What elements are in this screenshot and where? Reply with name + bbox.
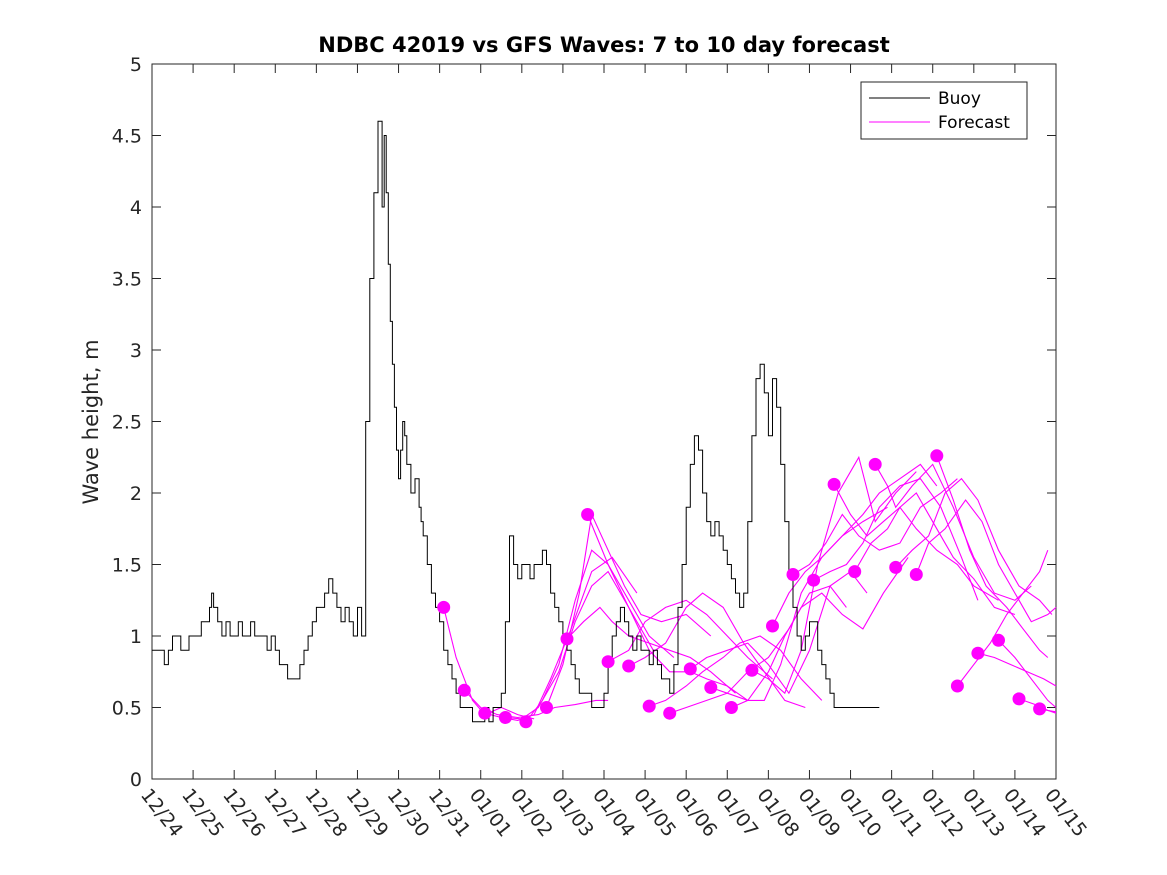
forecast-line-28: [998, 639, 1057, 708]
forecast-line-4: [505, 570, 654, 720]
x-tick-label: 01/13: [958, 785, 1009, 842]
chart-title: NDBC 42019 vs GFS Waves: 7 to 10 day for…: [318, 33, 889, 57]
x-tick-label: 01/02: [506, 785, 557, 842]
forecast-marker-27: [971, 646, 985, 660]
x-tick-label: 01/05: [629, 785, 680, 842]
y-axis-label: Wave height, m: [79, 339, 103, 504]
forecast-line-20: [833, 484, 999, 601]
forecast-line-9: [607, 599, 773, 680]
x-tick-label: 12/29: [342, 785, 393, 842]
x-tick-label: 01/01: [465, 785, 516, 842]
forecast-marker-6: [540, 701, 553, 714]
y-axis: 0 0.5 1 1.5 2 2.5 3 3.5 4 4.5 5: [112, 54, 1056, 791]
x-tick-label: 12/24: [136, 785, 187, 842]
x-tick-label: 12/28: [300, 785, 351, 842]
x-tick-label: 01/03: [547, 785, 598, 842]
x-tick-label: 12/25: [177, 785, 228, 842]
forecast-line-25: [936, 455, 1049, 658]
forecast-marker-17: [766, 619, 779, 633]
x-tick-label: 01/07: [711, 785, 762, 842]
x-tick-label: 12/31: [424, 785, 475, 842]
x-tick-label: 12/26: [218, 785, 269, 842]
y-tick-label: 2.5: [112, 412, 142, 434]
forecast-marker-28: [992, 633, 1005, 647]
forecast-marker-29: [1012, 692, 1026, 706]
forecast-marker-3: [478, 706, 492, 720]
forecast-marker-5: [519, 715, 533, 729]
forecast-line-11: [649, 635, 823, 707]
forecast-marker-25: [930, 449, 944, 463]
forecast-marker-10: [622, 659, 636, 673]
forecast-marker-11: [642, 699, 656, 713]
forecast-line-17: [772, 463, 938, 627]
forecast-line-26: [956, 550, 1049, 687]
y-tick-label: 1.5: [112, 555, 142, 577]
forecast-marker-15: [724, 701, 738, 714]
forecast-line-16: [751, 455, 917, 695]
forecast-line-12: [669, 585, 847, 714]
forecast-marker-24: [909, 568, 923, 581]
x-tick-label: 01/11: [876, 785, 927, 842]
forecast-line-18: [792, 478, 958, 575]
forecast-marker-13: [683, 662, 697, 676]
forecast-marker-20: [827, 477, 841, 491]
forecast-marker-26: [950, 679, 964, 693]
legend-forecast-label: Forecast: [938, 113, 1010, 133]
forecast-marker-16: [745, 663, 759, 677]
forecast-line-19: [813, 478, 979, 601]
forecast-marker-19: [807, 573, 821, 587]
x-tick-label: 01/12: [917, 785, 968, 842]
legend: Buoy Forecast: [860, 81, 1028, 140]
y-tick-label: 1: [130, 626, 142, 648]
forecast-markers-group: [437, 449, 1047, 729]
x-tick-label: 01/08: [752, 785, 803, 842]
forecast-marker-18: [786, 568, 800, 581]
legend-buoy-label: Buoy: [938, 89, 981, 109]
forecast-marker-1: [437, 600, 451, 614]
forecast-marker-9: [601, 655, 615, 669]
forecast-line-22: [874, 463, 1032, 601]
forecast-marker-4: [498, 711, 512, 724]
forecast-marker-22: [868, 457, 882, 471]
forecast-marker-21: [848, 565, 862, 579]
y-tick-label: 2: [130, 483, 142, 505]
forecast-marker-12: [663, 706, 677, 720]
forecast-line-5: [525, 549, 675, 723]
x-tick-label: 01/15: [1040, 785, 1091, 842]
forecast-series-group: [443, 455, 1057, 723]
y-tick-label: 4: [130, 197, 142, 219]
forecast-line-7: [566, 606, 736, 694]
y-tick-label: 3: [130, 340, 142, 362]
legend-box: [860, 81, 1028, 140]
y-tick-label: 3.5: [112, 269, 142, 291]
forecast-marker-2: [457, 683, 471, 697]
forecast-line-6: [545, 512, 712, 708]
forecast-marker-30: [1033, 702, 1047, 716]
forecast-line-21: [854, 492, 1016, 616]
x-tick-label: 01/04: [588, 785, 639, 842]
forecast-line-23: [895, 477, 1053, 615]
y-tick-label: 5: [130, 54, 142, 76]
forecast-marker-14: [704, 681, 718, 694]
x-tick-label: 01/10: [835, 785, 886, 842]
x-tick-label: 01/09: [794, 785, 845, 842]
y-tick-label: 0: [130, 769, 142, 791]
x-tick-label: 12/30: [383, 785, 434, 842]
forecast-marker-8: [581, 508, 595, 521]
y-tick-label: 4.5: [112, 126, 142, 148]
buoy-line: [152, 120, 880, 723]
forecast-marker-7: [560, 632, 574, 646]
forecast-line-13: [689, 570, 868, 695]
forecast-marker-23: [889, 560, 903, 574]
forecast-line-27: [977, 652, 1057, 687]
y-tick-label: 0.5: [112, 698, 142, 720]
x-tick-label: 12/27: [259, 785, 310, 842]
forecast-line-15: [731, 557, 909, 709]
buoy-series-group: [152, 120, 880, 723]
x-tick-label: 01/06: [670, 785, 721, 842]
x-tick-label: 01/14: [999, 785, 1050, 842]
forecast-line-24: [915, 499, 1057, 623]
forecast-line-8: [587, 514, 749, 701]
